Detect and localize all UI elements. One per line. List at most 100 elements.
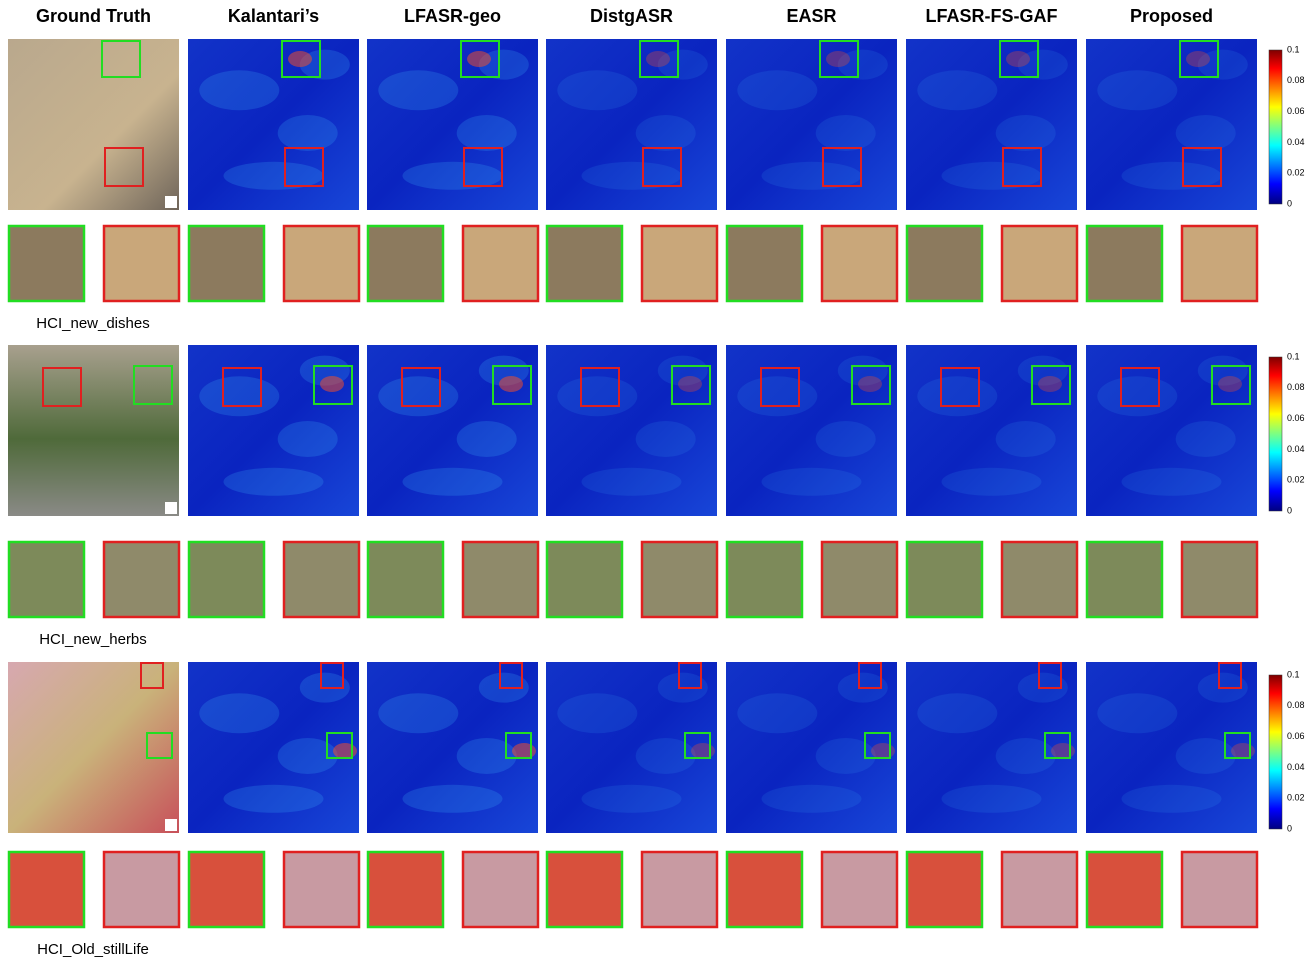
error-hotspot xyxy=(1231,743,1255,759)
panel xyxy=(546,345,717,617)
error-blob xyxy=(378,70,458,110)
error-blob xyxy=(996,421,1056,457)
error-hotspot xyxy=(826,51,850,67)
error-blob xyxy=(1097,693,1177,733)
colorbar-tick-label: 0.08 xyxy=(1287,382,1305,392)
panel xyxy=(8,662,179,927)
colorbar-tick-label: 0.04 xyxy=(1287,137,1305,147)
error-hotspot xyxy=(320,376,344,392)
crop-green xyxy=(727,226,802,301)
error-hotspot xyxy=(333,743,357,759)
crop-red xyxy=(822,542,897,617)
error-blob xyxy=(996,115,1056,151)
error-blob xyxy=(1176,115,1236,151)
crop-green xyxy=(547,226,622,301)
error-hotspot xyxy=(1218,376,1242,392)
error-blob xyxy=(582,785,682,813)
error-blob xyxy=(816,115,876,151)
image xyxy=(8,345,179,516)
crop-red xyxy=(1182,542,1257,617)
column-header: Proposed xyxy=(1130,6,1213,26)
crop-green xyxy=(189,226,264,301)
crop-green xyxy=(1087,542,1162,617)
colorbar-tick-label: 0 xyxy=(1287,823,1292,833)
error-blob xyxy=(199,693,279,733)
error-blob xyxy=(917,693,997,733)
colorbar-tick-label: 0 xyxy=(1287,505,1292,515)
colorbar xyxy=(1269,50,1282,204)
error-blob xyxy=(816,421,876,457)
colorbar-tick-label: 0.06 xyxy=(1287,413,1305,423)
panel xyxy=(188,39,359,301)
colorbar-tick-label: 0.02 xyxy=(1287,475,1305,485)
panel xyxy=(1086,39,1257,301)
error-hotspot xyxy=(1038,376,1062,392)
error-hotspot xyxy=(691,743,715,759)
error-blob xyxy=(996,738,1056,774)
figure: Ground TruthKalantari’sLFASR-geoDistgASR… xyxy=(0,0,1314,964)
colorbar-tick-label: 0 xyxy=(1287,198,1292,208)
error-hotspot xyxy=(646,51,670,67)
error-blob xyxy=(378,376,458,416)
crop-green xyxy=(9,852,84,927)
error-blob xyxy=(1097,376,1177,416)
column-header: LFASR-geo xyxy=(404,6,501,26)
error-blob xyxy=(199,376,279,416)
crop-red xyxy=(1182,852,1257,927)
colorbar-tick-label: 0.1 xyxy=(1287,669,1300,679)
crop-green xyxy=(547,852,622,927)
column-header: EASR xyxy=(786,6,836,26)
column-header: Kalantari’s xyxy=(228,6,319,26)
colorbar-tick-label: 0.06 xyxy=(1287,731,1305,741)
crop-red xyxy=(642,852,717,927)
crop-red xyxy=(1182,226,1257,301)
column-header: Ground Truth xyxy=(36,6,151,26)
error-hotspot xyxy=(678,376,702,392)
crop-red xyxy=(284,226,359,301)
crop-green xyxy=(368,226,443,301)
scene-label: HCI_new_herbs xyxy=(39,631,147,648)
image xyxy=(8,39,179,210)
error-blob xyxy=(457,421,517,457)
error-blob xyxy=(762,468,862,496)
error-blob xyxy=(1097,70,1177,110)
error-blob xyxy=(737,693,817,733)
error-blob xyxy=(636,738,696,774)
error-blob xyxy=(737,376,817,416)
crop-green xyxy=(189,542,264,617)
error-blob xyxy=(457,115,517,151)
panel xyxy=(546,662,717,927)
error-hotspot xyxy=(1006,51,1030,67)
crop-green xyxy=(907,542,982,617)
colorbar xyxy=(1269,357,1282,511)
colorbar-tick-label: 0.06 xyxy=(1287,106,1305,116)
panel xyxy=(906,345,1077,617)
error-blob xyxy=(199,70,279,110)
panel xyxy=(8,345,179,617)
scene-label: HCI_Old_stillLife xyxy=(37,941,149,958)
error-blob xyxy=(1122,785,1222,813)
column-header: LFASR-FS-GAF xyxy=(926,6,1058,26)
error-hotspot xyxy=(1051,743,1075,759)
error-hotspot xyxy=(871,743,895,759)
error-blob xyxy=(403,468,503,496)
panel xyxy=(726,39,897,301)
crop-red xyxy=(822,852,897,927)
crop-green xyxy=(547,542,622,617)
crop-green xyxy=(9,226,84,301)
error-blob xyxy=(224,785,324,813)
error-hotspot xyxy=(858,376,882,392)
error-blob xyxy=(917,376,997,416)
panel xyxy=(188,345,359,617)
crop-red xyxy=(463,852,538,927)
error-blob xyxy=(762,785,862,813)
panel xyxy=(546,39,717,301)
error-blob xyxy=(582,468,682,496)
scale-icon xyxy=(165,819,177,831)
crop-red xyxy=(284,852,359,927)
error-hotspot xyxy=(288,51,312,67)
error-hotspot xyxy=(499,376,523,392)
panel xyxy=(367,345,538,617)
panel xyxy=(726,345,897,617)
crop-red xyxy=(1002,226,1077,301)
